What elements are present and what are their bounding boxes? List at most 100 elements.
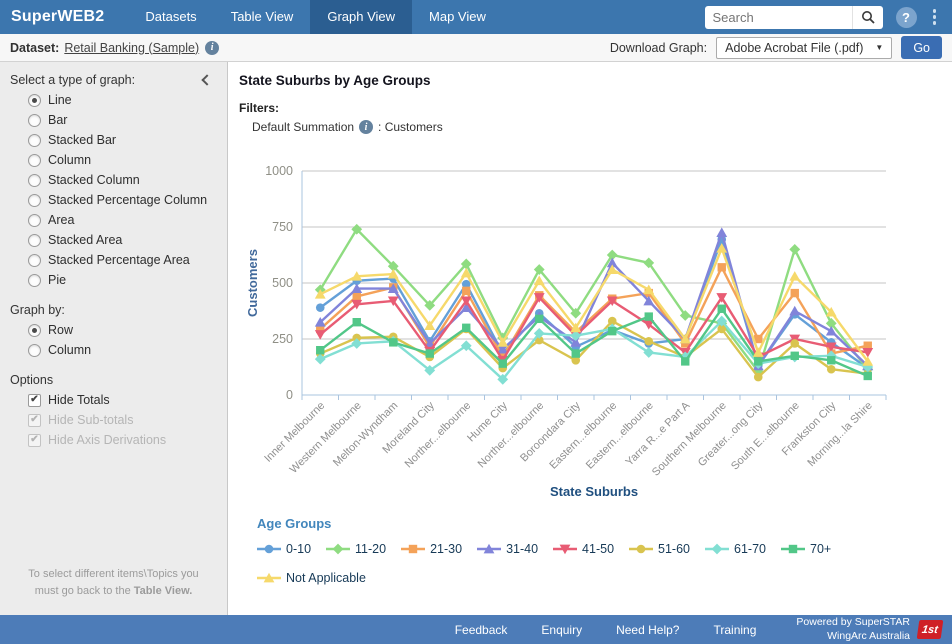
dataset-link[interactable]: Retail Banking (Sample) [64, 40, 200, 55]
filter-default-summation: Default Summation i : Customers [252, 120, 952, 134]
data-point-marker [315, 303, 325, 312]
options-label: Options [10, 373, 54, 387]
search-input[interactable] [704, 9, 852, 25]
data-point-marker [643, 284, 655, 295]
data-point-marker [264, 544, 274, 554]
download-format-value: Adobe Acrobat File (.pdf) [725, 40, 864, 55]
tab-table-view[interactable]: Table View [230, 9, 294, 24]
legend-label: 61-70 [734, 542, 766, 556]
radio-graph-type-pie[interactable]: Pie [28, 273, 217, 287]
data-point-marker [316, 346, 325, 355]
data-point-marker [753, 372, 763, 382]
download-graph-label: Download Graph: [609, 40, 708, 55]
data-point-marker [681, 357, 690, 366]
search-icon[interactable] [851, 5, 883, 29]
footer-link-training[interactable]: Training [713, 622, 757, 637]
radio-icon [28, 233, 41, 247]
radio-graph-type-stacked-column[interactable]: Stacked Column [28, 173, 217, 187]
data-point-marker [387, 296, 399, 307]
data-point-marker [788, 544, 798, 554]
dataset-info-icon[interactable]: i [205, 40, 220, 55]
filter-info-icon[interactable]: i [359, 120, 374, 134]
radio-graph-type-stacked-area[interactable]: Stacked Area [28, 233, 217, 247]
footer-link-enquiry[interactable]: Enquiry [541, 622, 583, 637]
data-point-marker [790, 288, 799, 298]
legend-item-0-10: 0-10 [257, 542, 311, 556]
radio-icon [28, 113, 41, 127]
data-point-marker [644, 336, 654, 346]
checkbox-icon: ✔ [28, 393, 41, 407]
legend-marker-icon [705, 543, 730, 555]
radio-icon [28, 93, 41, 107]
data-point-marker [351, 283, 363, 293]
radio-icon [28, 153, 41, 167]
legend-marker-icon [553, 544, 578, 555]
data-point-marker [643, 347, 655, 358]
data-point-marker [571, 355, 581, 365]
kebab-menu-icon[interactable] [930, 6, 940, 28]
radio-label: Row [48, 323, 74, 337]
data-point-marker [825, 325, 837, 336]
tab-graph-view[interactable]: Graph View [310, 0, 413, 34]
radio-icon [28, 213, 41, 227]
data-point-marker [533, 275, 545, 286]
radio-graph-type-area[interactable]: Area [28, 213, 217, 227]
data-point-marker [351, 338, 363, 349]
go-button[interactable]: Go [901, 36, 942, 59]
data-point-marker [571, 349, 580, 358]
radio-graph-type-stacked-percentage-column[interactable]: Stacked Percentage Column [28, 193, 217, 207]
radio-label: Pie [48, 273, 67, 287]
data-point-marker [332, 543, 344, 555]
x-category-label: Eastern...elbourne [547, 400, 619, 472]
data-point-marker [351, 299, 363, 310]
data-point-marker [535, 314, 544, 324]
top-navbar: SuperWEB2 Datasets Table View Graph View Ma… [0, 0, 952, 34]
data-point-marker [460, 296, 472, 307]
tab-map-view[interactable]: Map View [429, 9, 486, 24]
radio-graph-type-column[interactable]: Column [28, 153, 217, 167]
x-category-label: Norther...elbourne [476, 400, 547, 471]
legend-label: 70+ [810, 542, 832, 556]
data-point-marker [424, 320, 436, 330]
powered-by: Powered by SuperSTAR WingArc Australia [796, 615, 910, 642]
data-point-marker [263, 572, 275, 583]
nav-tabs: Datasets Table View Graph View Map View [128, 0, 502, 34]
data-point-marker [825, 317, 837, 329]
checkbox-label: Hide Sub-totals [48, 413, 134, 427]
radio-graph-type-line[interactable]: Line [28, 93, 217, 107]
collapse-panel-icon[interactable] [201, 74, 213, 86]
help-icon[interactable]: ? [895, 6, 917, 28]
radio-graph-type-stacked-bar[interactable]: Stacked Bar [28, 133, 217, 147]
radio-icon [28, 343, 41, 357]
checkbox-hide-totals[interactable]: ✔ Hide Totals [28, 393, 217, 407]
data-point-marker [644, 312, 653, 321]
data-point-marker [789, 305, 801, 316]
radio-graph-by-column[interactable]: Column [28, 343, 217, 357]
data-point-marker [462, 323, 471, 332]
data-point-marker [754, 357, 763, 366]
footer-bar: Feedback Enquiry Need Help? Training Powere… [0, 615, 952, 644]
legend-item-21-30: 21-30 [401, 542, 462, 556]
radio-label: Line [48, 93, 72, 107]
footer-link-feedback[interactable]: Feedback [454, 622, 508, 637]
footer-link-need-help[interactable]: Need Help? [616, 622, 680, 637]
page-title: State Suburbs by Age Groups [239, 73, 431, 88]
data-point-marker [497, 373, 509, 385]
data-point-marker [716, 315, 728, 327]
radio-graph-type-bar[interactable]: Bar [28, 113, 217, 127]
legend-marker-icon [257, 544, 281, 554]
tab-datasets[interactable]: Datasets [145, 9, 197, 24]
radio-graph-type-stacked-percentage-area[interactable]: Stacked Percentage Area [28, 253, 217, 267]
data-point-marker [424, 300, 436, 311]
data-point-marker [716, 293, 728, 303]
x-category-label: Yarra R...e Part A [624, 399, 693, 468]
data-point-marker [717, 263, 726, 272]
radio-icon [28, 173, 41, 187]
data-point-marker [461, 279, 471, 289]
first-logo: 1st [916, 620, 944, 639]
data-point-marker [351, 271, 363, 281]
radio-graph-by-row[interactable]: Row [28, 323, 217, 337]
data-point-marker [387, 283, 399, 293]
download-format-select[interactable]: Adobe Acrobat File (.pdf) ▼ [716, 36, 893, 59]
footer-links: Feedback Enquiry Need Help? Training [455, 623, 757, 637]
